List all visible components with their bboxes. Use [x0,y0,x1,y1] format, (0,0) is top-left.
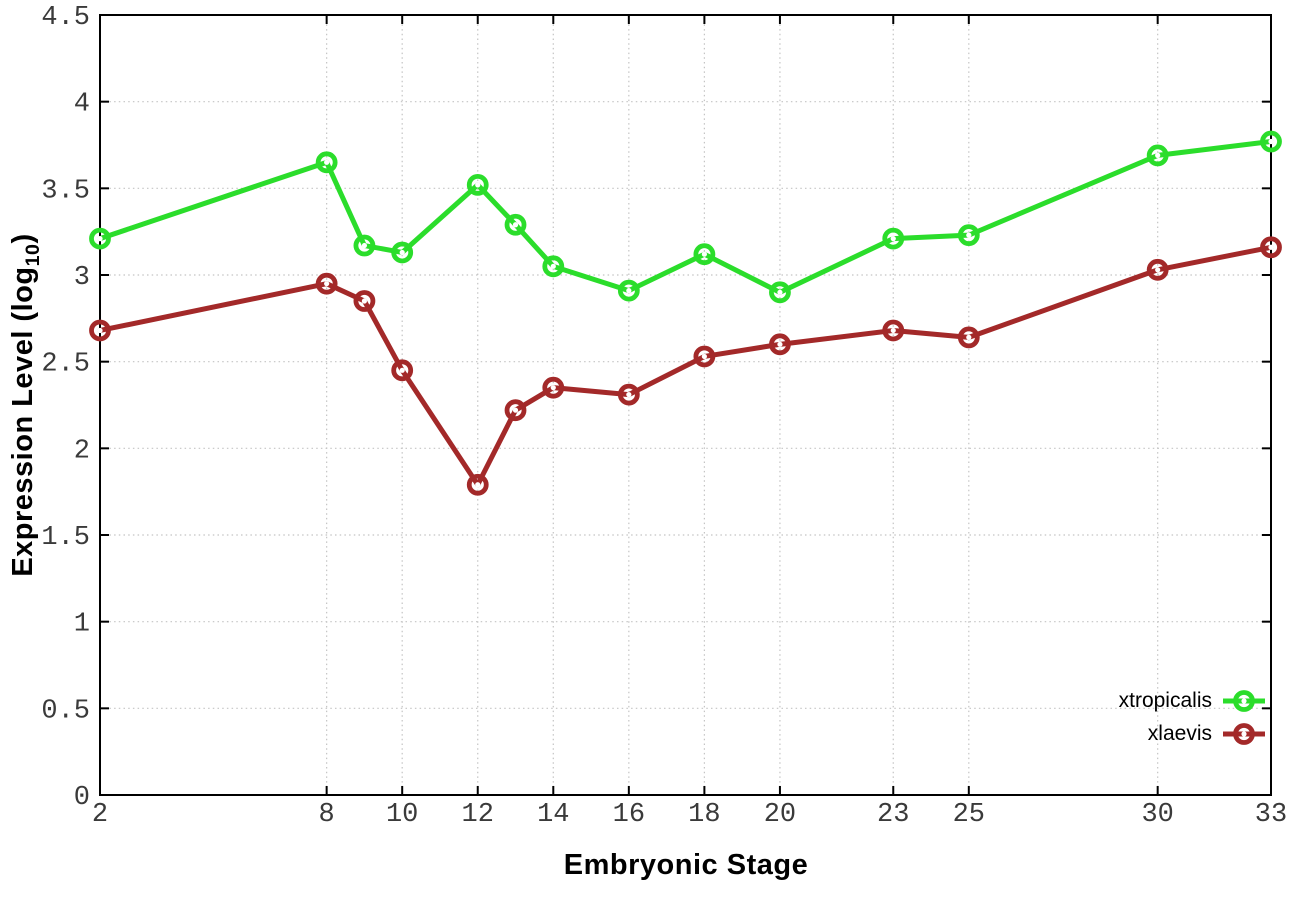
x-tick-label: 8 [319,800,335,830]
y-tick-label: 1 [74,610,90,640]
data-point-marker [466,173,489,196]
x-tick-label: 25 [953,800,985,830]
y-tick-label: 2 [74,436,90,466]
data-point-marker [693,345,716,368]
y-tick-label: 3 [74,263,90,293]
data-point-marker [391,359,414,382]
data-point-marker [1146,258,1169,281]
y-tick-label: 0 [74,783,90,813]
data-point-marker [315,151,338,174]
data-point-marker [315,272,338,295]
data-point-marker [1260,130,1282,153]
data-point-marker [542,255,565,278]
data-point-marker [769,333,791,356]
data-point-marker [89,319,111,342]
y-axis-title-subscript: 10 [21,243,44,267]
data-point-marker [617,279,640,302]
x-tick-label: 20 [764,800,796,830]
x-tick-label: 12 [462,800,494,830]
data-point-marker [353,290,376,312]
y-axis-title: Expression Level (log10) [7,233,45,576]
data-point-marker [1260,236,1282,259]
y-tick-label: 4 [74,90,90,120]
x-tick-label: 10 [386,800,418,830]
x-tick-label: 23 [877,800,909,830]
data-point-marker [1146,144,1169,167]
data-point-marker [89,227,111,250]
series-xlaevis [89,236,1282,496]
x-tick-label: 33 [1255,800,1287,830]
legend: xtropicalis xlaevis [1119,684,1266,750]
legend-item-xtropicalis: xtropicalis [1119,684,1266,717]
line-marker-icon [1223,722,1265,745]
line-marker-icon [1223,689,1265,712]
data-point-marker [769,281,791,304]
data-point-marker [353,234,376,257]
y-axis-title-suffix: ) [7,233,40,244]
legend-label: xlaevis [1147,721,1212,745]
y-tick-labels: 0 0.5 1 1.5 2 2.5 3 3.5 4 4.5 [41,3,90,813]
y-tick-label: 2.5 [41,350,90,380]
x-axis-title: Embryonic Stage [563,849,809,881]
data-point-marker [882,227,905,250]
data-point-marker [504,213,527,236]
data-point-marker [957,326,980,349]
x-tick-label: 16 [613,800,645,830]
x-tick-label: 2 [92,800,108,830]
x-tick-label: 14 [537,800,569,830]
axes [99,14,1272,796]
y-tick-label: 4.5 [41,3,90,33]
data-point-marker [957,224,980,247]
y-tick-label: 3.5 [41,176,90,206]
legend-label: xtropicalis [1118,688,1212,712]
data-point-marker [693,243,716,266]
x-tick-label: 30 [1141,800,1173,830]
series-xtropicalis [89,130,1282,304]
y-axis-title-text: Expression Level (log [7,266,40,577]
legend-item-xlaevis: xlaevis [1119,717,1266,750]
y-tick-label: 1.5 [41,523,90,553]
gridlines [99,14,1272,796]
data-point-marker [882,319,905,342]
data-point-marker [504,399,527,422]
data-point-marker [542,376,565,399]
x-tick-label: 18 [688,800,720,830]
y-tick-label: 0.5 [41,696,90,726]
data-point-marker [466,473,489,496]
data-point-marker [617,383,640,406]
x-tick-labels: 2 8 10 12 14 16 18 20 23 25 30 33 [92,800,1287,830]
data-point-marker [391,241,414,264]
